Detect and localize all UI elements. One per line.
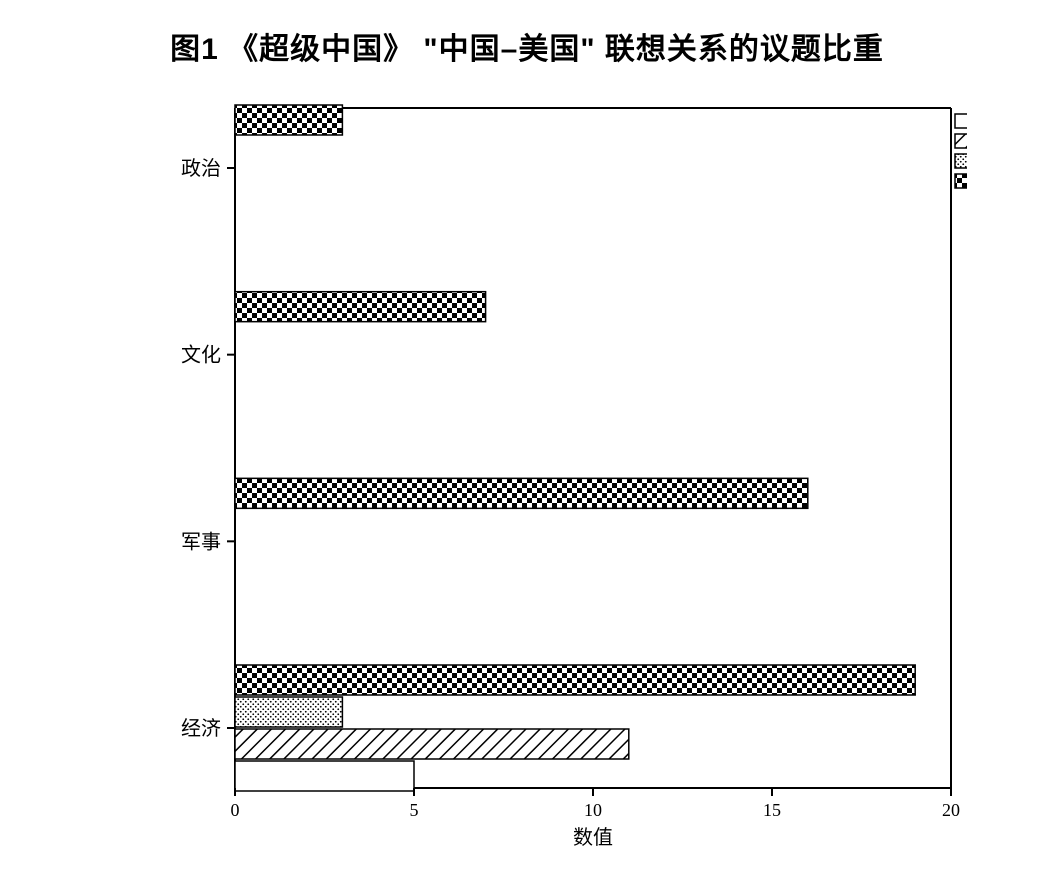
bar	[235, 665, 915, 695]
bar	[235, 697, 342, 727]
chart-title: 图1 《超级中国》 "中国–美国" 联想关系的议题比重	[0, 0, 1054, 78]
legend-swatch	[955, 114, 967, 128]
bar	[235, 105, 342, 135]
x-tick-label: 10	[584, 800, 602, 820]
x-tick-label: 15	[763, 800, 781, 820]
bar	[235, 292, 486, 322]
x-tick-label: 5	[410, 800, 419, 820]
chart-container: 经济军事文化政治05101520数值资源资本消费力总计	[87, 78, 967, 858]
x-tick-label: 0	[231, 800, 240, 820]
y-category-label: 文化	[181, 344, 221, 367]
legend-swatch	[955, 154, 967, 168]
bar-chart: 经济军事文化政治05101520数值资源资本消费力总计	[87, 78, 967, 858]
y-category-label: 政治	[181, 157, 221, 180]
x-tick-label: 20	[942, 800, 960, 820]
bar	[235, 729, 629, 759]
y-category-label: 经济	[181, 717, 221, 740]
bar	[235, 478, 808, 508]
legend-swatch	[955, 134, 967, 148]
y-category-label: 军事	[181, 530, 221, 553]
x-axis-title: 数值	[573, 826, 613, 849]
legend-swatch	[955, 174, 967, 188]
bar	[235, 761, 414, 791]
